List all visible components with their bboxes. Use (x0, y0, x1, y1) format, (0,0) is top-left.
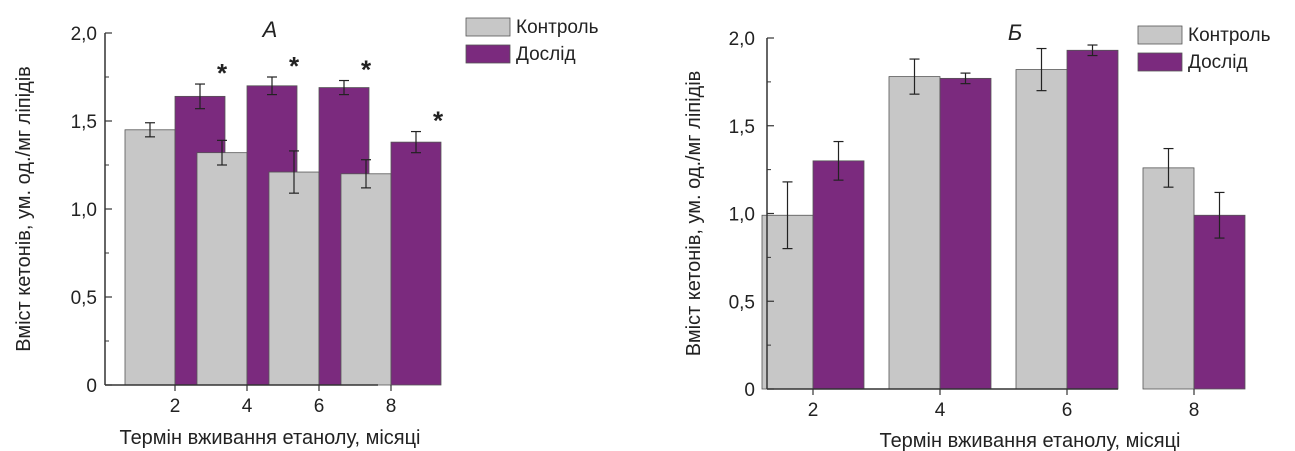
legend-label: Контроль (516, 17, 599, 38)
chart-panel-1: * 2 * 4 * 6 * 8 0 0,5 1,0 1,5 2,0 Вміст кетонів, ум. … (13, 17, 599, 449)
legend-label: Дослід (1188, 52, 1248, 73)
bar (1193, 214, 1246, 390)
y-tick-label: 0 (86, 376, 97, 397)
bar (268, 171, 320, 386)
y-tick-label: 1,0 (71, 200, 97, 221)
legend-swatch (465, 17, 511, 37)
significance-marker: * (217, 58, 228, 88)
legend-swatch (465, 44, 511, 64)
bar (124, 129, 176, 386)
y-axis-title: Вміст кетонів, ум. од./мг ліпідів (13, 66, 35, 352)
y-tick-label: 0 (744, 380, 755, 401)
legend-label: Дослід (516, 44, 576, 65)
x-tick-label: 6 (1062, 400, 1073, 421)
y-tick-label: 1,5 (729, 117, 755, 138)
bar (888, 76, 941, 390)
y-tick-label: 0,5 (71, 288, 97, 309)
y-tick-label: 0,5 (729, 292, 755, 313)
y-tick-label: 2,0 (729, 29, 755, 50)
x-tick-label: 6 (314, 396, 325, 417)
significance-marker: * (361, 55, 372, 85)
legend-label: Контроль (1188, 25, 1271, 46)
y-tick-label: 2,0 (71, 24, 97, 45)
panel-title: А (261, 17, 278, 42)
x-tick-label: 8 (386, 396, 397, 417)
y-axis-title: Вміст кетонів, ум. од./мг ліпідів (683, 71, 705, 357)
legend-swatch (1137, 25, 1183, 45)
x-tick-label: 8 (1189, 400, 1200, 421)
bar (340, 173, 392, 386)
y-tick-label: 1,0 (729, 205, 755, 226)
significance-marker: * (289, 51, 300, 81)
x-axis-title: Термін вживання етанолу, місяці (879, 430, 1180, 451)
significance-marker: * (433, 106, 444, 136)
chart-panel-2: 2 4 6 8 0 0,5 1,0 1,5 2,0 Вміст кетонів, ум. од./… (683, 20, 1271, 451)
y-tick-label: 1,5 (71, 112, 97, 133)
bar (196, 152, 248, 386)
bar (1066, 49, 1119, 390)
legend-swatch (1137, 52, 1183, 72)
bar (939, 77, 992, 390)
x-tick-label: 2 (808, 400, 819, 421)
bar (812, 160, 865, 390)
x-tick-label: 4 (935, 400, 946, 421)
x-axis-title: Термін вживання етанолу, місяці (119, 427, 420, 449)
bar (1142, 167, 1195, 390)
x-tick-label: 4 (242, 396, 253, 417)
x-tick-label: 2 (170, 396, 181, 417)
panel-title: Б (1008, 20, 1022, 45)
bar (390, 141, 442, 386)
bar (1015, 69, 1068, 390)
